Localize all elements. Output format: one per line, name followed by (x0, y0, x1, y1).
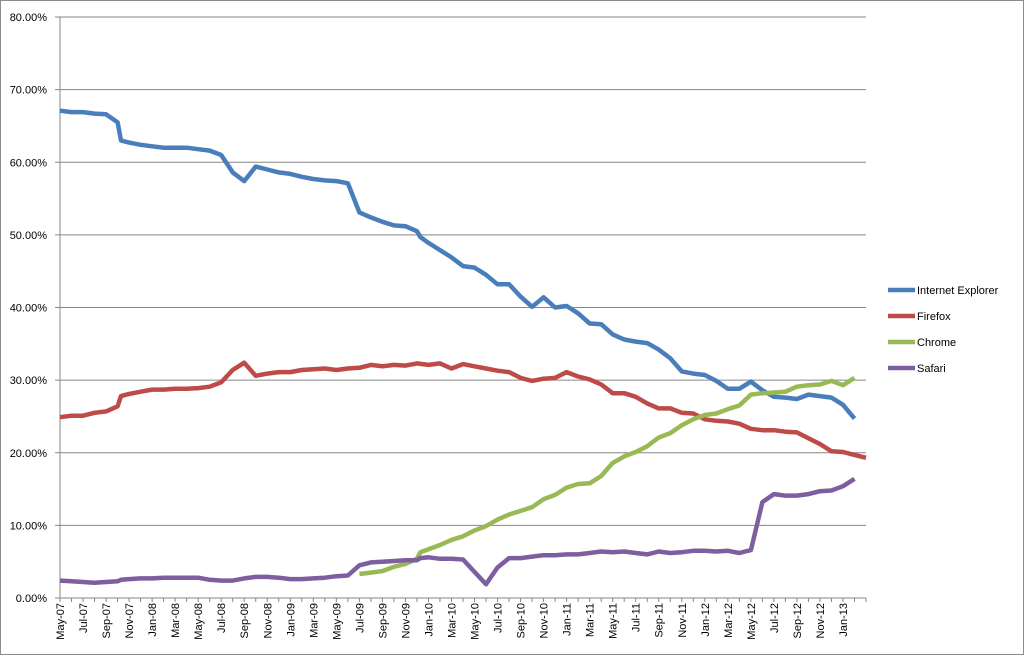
y-tick-labels: 0.00% 10.00% 20.00% 30.00% 40.00% 50.00% 60.00… (10, 12, 48, 605)
x-tick-label: Nov-09 (400, 603, 412, 638)
y-tick-label: 10.00% (10, 520, 48, 532)
x-tick-label: May-08 (193, 603, 205, 640)
legend-label-safari: Safari (917, 363, 946, 375)
x-tick-label: Jul-12 (769, 603, 781, 633)
legend: Internet Explorer Firefox Chrome Safari (888, 285, 999, 375)
x-tick-label: Mar-12 (723, 603, 735, 638)
x-tick-label: Mar-08 (170, 603, 182, 638)
x-tick-label: Nov-07 (124, 603, 136, 638)
x-tick-label: Jul-08 (216, 603, 228, 633)
series-line-chrome (359, 376, 856, 577)
series-line-internet-explorer (59, 108, 857, 421)
x-tick-label: Jan-09 (285, 603, 297, 637)
x-tick-label: Sep-09 (377, 603, 389, 638)
legend-label-internet-explorer: Internet Explorer (917, 285, 999, 297)
x-tick-label: Mar-09 (308, 603, 320, 638)
y-tick-label: 60.00% (10, 157, 48, 169)
y-tick-label: 20.00% (10, 448, 48, 460)
x-tick-label: Jan-12 (700, 603, 712, 637)
x-tick-label: Sep-10 (516, 603, 528, 638)
y-tick-label: 0.00% (16, 593, 47, 605)
y-tick-label: 70.00% (10, 85, 48, 97)
x-tick-label: Mar-11 (585, 603, 597, 637)
x-tick-label: Nov-10 (539, 603, 551, 638)
x-tick-label: Jul-09 (354, 603, 366, 633)
x-tick-label: May-10 (470, 603, 482, 640)
gridlines (55, 16, 866, 599)
y-tick-label: 80.00% (10, 12, 48, 24)
x-tick-label: Nov-12 (815, 603, 827, 638)
x-tick-label: May-11 (608, 603, 620, 639)
x-tick-label: Jan-08 (147, 603, 159, 637)
x-tick-label: Mar-10 (446, 603, 458, 638)
series-line-safari (59, 477, 856, 587)
series-lines (59, 108, 867, 587)
x-tick-label: Jan-11 (562, 603, 574, 636)
y-tick-label: 40.00% (10, 303, 48, 315)
x-tick-label: May-12 (746, 603, 758, 640)
x-tick-label: Nov-11 (677, 603, 689, 638)
x-tick-label: Jan-10 (423, 603, 435, 637)
legend-label-chrome: Chrome (917, 337, 956, 349)
x-tick-labels: May-07 Jul-07 Sep-07 Nov-07 Jan-08 Mar-08 May-… (55, 598, 867, 640)
x-tick-label: Sep-12 (792, 603, 804, 638)
x-tick-label: Jul-10 (493, 603, 505, 633)
x-tick-label: May-09 (331, 603, 343, 640)
x-tick-label: Jul-07 (78, 603, 90, 633)
x-tick-label: May-07 (55, 603, 67, 640)
x-tick-label: Sep-11 (654, 603, 666, 638)
y-tick-label: 50.00% (10, 230, 48, 242)
x-tick-label: Sep-08 (239, 603, 251, 638)
legend-label-firefox: Firefox (917, 311, 951, 323)
x-tick-label: Nov-08 (262, 603, 274, 638)
series-line-firefox (59, 360, 867, 460)
x-tick-label: Jan-13 (838, 603, 850, 637)
x-tick-label: Jul-11 (631, 603, 643, 632)
y-tick-label: 30.00% (10, 375, 48, 387)
x-tick-label: Sep-07 (101, 603, 113, 638)
